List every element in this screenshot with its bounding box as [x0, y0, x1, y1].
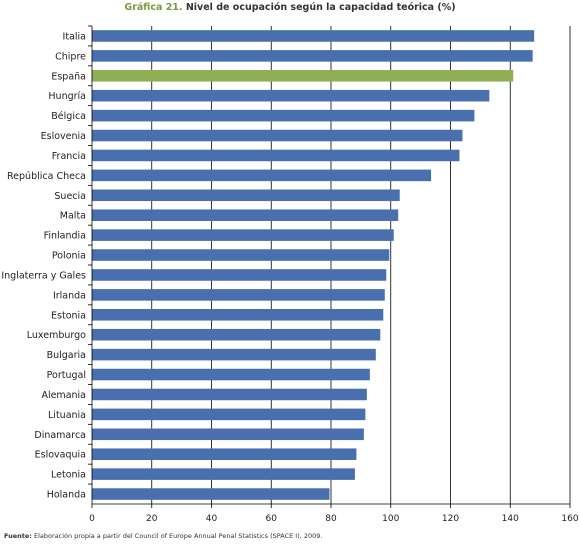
source-label: Fuente: — [4, 532, 32, 540]
category-label: Inglaterra y Gales — [1, 270, 86, 281]
bar — [92, 169, 432, 182]
category-label: Chipre — [55, 51, 86, 62]
x-tick-label: 120 — [442, 514, 459, 524]
category-label: Bélgica — [51, 111, 86, 122]
category-label: España — [51, 71, 86, 82]
bar — [92, 70, 514, 82]
x-tick-label: 100 — [382, 514, 399, 524]
gridlines — [151, 26, 571, 504]
category-label: Lituania — [48, 410, 86, 421]
bar — [92, 328, 381, 341]
bar — [92, 50, 533, 62]
x-tick-label: 60 — [266, 514, 278, 524]
category-label: Polonia — [52, 251, 86, 262]
bar — [92, 89, 490, 102]
category-label: Alemania — [41, 390, 86, 401]
x-tick-label: 80 — [325, 514, 337, 524]
bar — [92, 249, 390, 261]
category-label: Estonia — [51, 310, 86, 321]
category-label: República Checa — [7, 171, 86, 182]
category-label: Suecia — [54, 191, 86, 202]
bar — [92, 209, 399, 221]
category-label: Finlandia — [44, 231, 86, 242]
bar — [92, 149, 460, 162]
bar — [92, 309, 384, 321]
x-tick-label: 0 — [89, 514, 95, 524]
bar — [92, 189, 400, 202]
x-tick-label: 40 — [206, 514, 218, 524]
bar — [92, 468, 355, 480]
category-label: Luxemburgo — [27, 330, 86, 341]
bar — [92, 388, 367, 401]
category-label: Eslovenia — [41, 131, 86, 142]
category-label: Dinamarca — [34, 430, 86, 441]
bar — [92, 30, 535, 42]
bar — [92, 348, 376, 361]
bar — [92, 488, 330, 500]
category-label: Bulgaria — [47, 350, 86, 361]
category-label: Italia — [63, 31, 86, 42]
bar — [92, 229, 394, 241]
category-label: Irlanda — [53, 290, 86, 301]
category-label: Francia — [52, 151, 86, 162]
bar — [92, 368, 370, 381]
x-tick-label: 140 — [502, 514, 519, 524]
chart-title-text: Nivel de ocupación según la capacidad te… — [185, 2, 456, 13]
category-label: Eslovaquia — [35, 450, 86, 461]
x-tick-label: 160 — [561, 514, 578, 524]
x-axis: 0 20 40 60 80 100 120 140 160 — [88, 25, 579, 524]
bar — [92, 408, 366, 421]
bar — [92, 269, 387, 281]
x-tick-label: 20 — [146, 514, 158, 524]
bar — [92, 289, 385, 301]
category-label: Holanda — [47, 490, 86, 501]
category-label: Letonia — [51, 470, 86, 481]
bar — [92, 428, 364, 441]
bar — [92, 129, 463, 142]
category-label: Hungría — [48, 91, 86, 102]
source-note: Fuente: Elaboración propia a partir del … — [4, 532, 322, 540]
bars — [92, 30, 535, 500]
bar — [92, 109, 475, 122]
source-text: Elaboración propia a partir del Council … — [33, 532, 323, 540]
bar — [92, 448, 357, 460]
chart-title-prefix: Gráfica 21. — [124, 2, 183, 13]
chart-title: Gráfica 21. Nivel de ocupación según la … — [0, 2, 580, 13]
category-label: Malta — [60, 211, 86, 222]
category-labels: Italia Chipre España Hungría Bélgica Esloveni… — [1, 31, 86, 500]
category-label: Portugal — [47, 370, 86, 381]
